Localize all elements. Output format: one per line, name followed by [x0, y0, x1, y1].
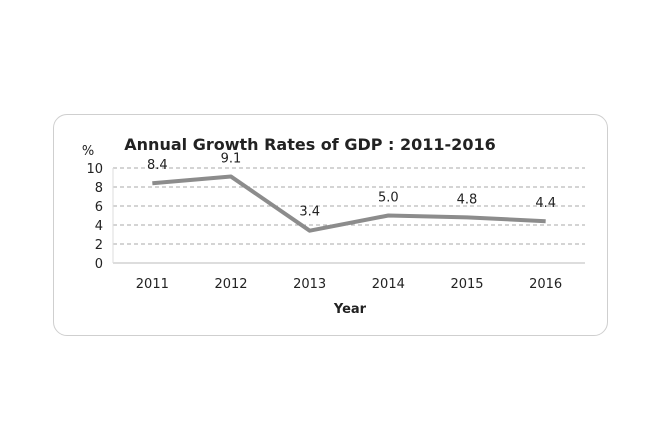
- x-tick-label: 2014: [372, 277, 405, 292]
- x-tick-label: 2015: [450, 277, 483, 292]
- data-label: 5.0: [378, 191, 399, 206]
- data-label: 4.8: [457, 192, 478, 207]
- data-label: 8.4: [147, 158, 168, 173]
- x-tick-label: 2016: [529, 277, 562, 292]
- y-tick-label: 2: [95, 238, 103, 253]
- data-label: 3.4: [299, 205, 320, 220]
- y-tick-label: 6: [95, 200, 103, 215]
- chart-title: Annual Growth Rates of GDP : 2011-2016: [124, 135, 495, 154]
- data-label: 4.4: [535, 196, 556, 211]
- y-tick-label: 10: [86, 162, 103, 177]
- x-axis-label: Year: [333, 302, 367, 317]
- y-tick-label: 0: [95, 257, 103, 272]
- x-tick-label: 2011: [136, 277, 169, 292]
- y-axis-label: %: [82, 144, 94, 159]
- series-line: [152, 174, 546, 233]
- chart-frame: [53, 114, 608, 336]
- x-tick-label: 2013: [293, 277, 326, 292]
- y-tick-label: 4: [95, 219, 103, 234]
- data-label: 9.1: [221, 152, 242, 167]
- y-tick-label: 8: [95, 181, 103, 196]
- x-tick-label: 2012: [214, 277, 247, 292]
